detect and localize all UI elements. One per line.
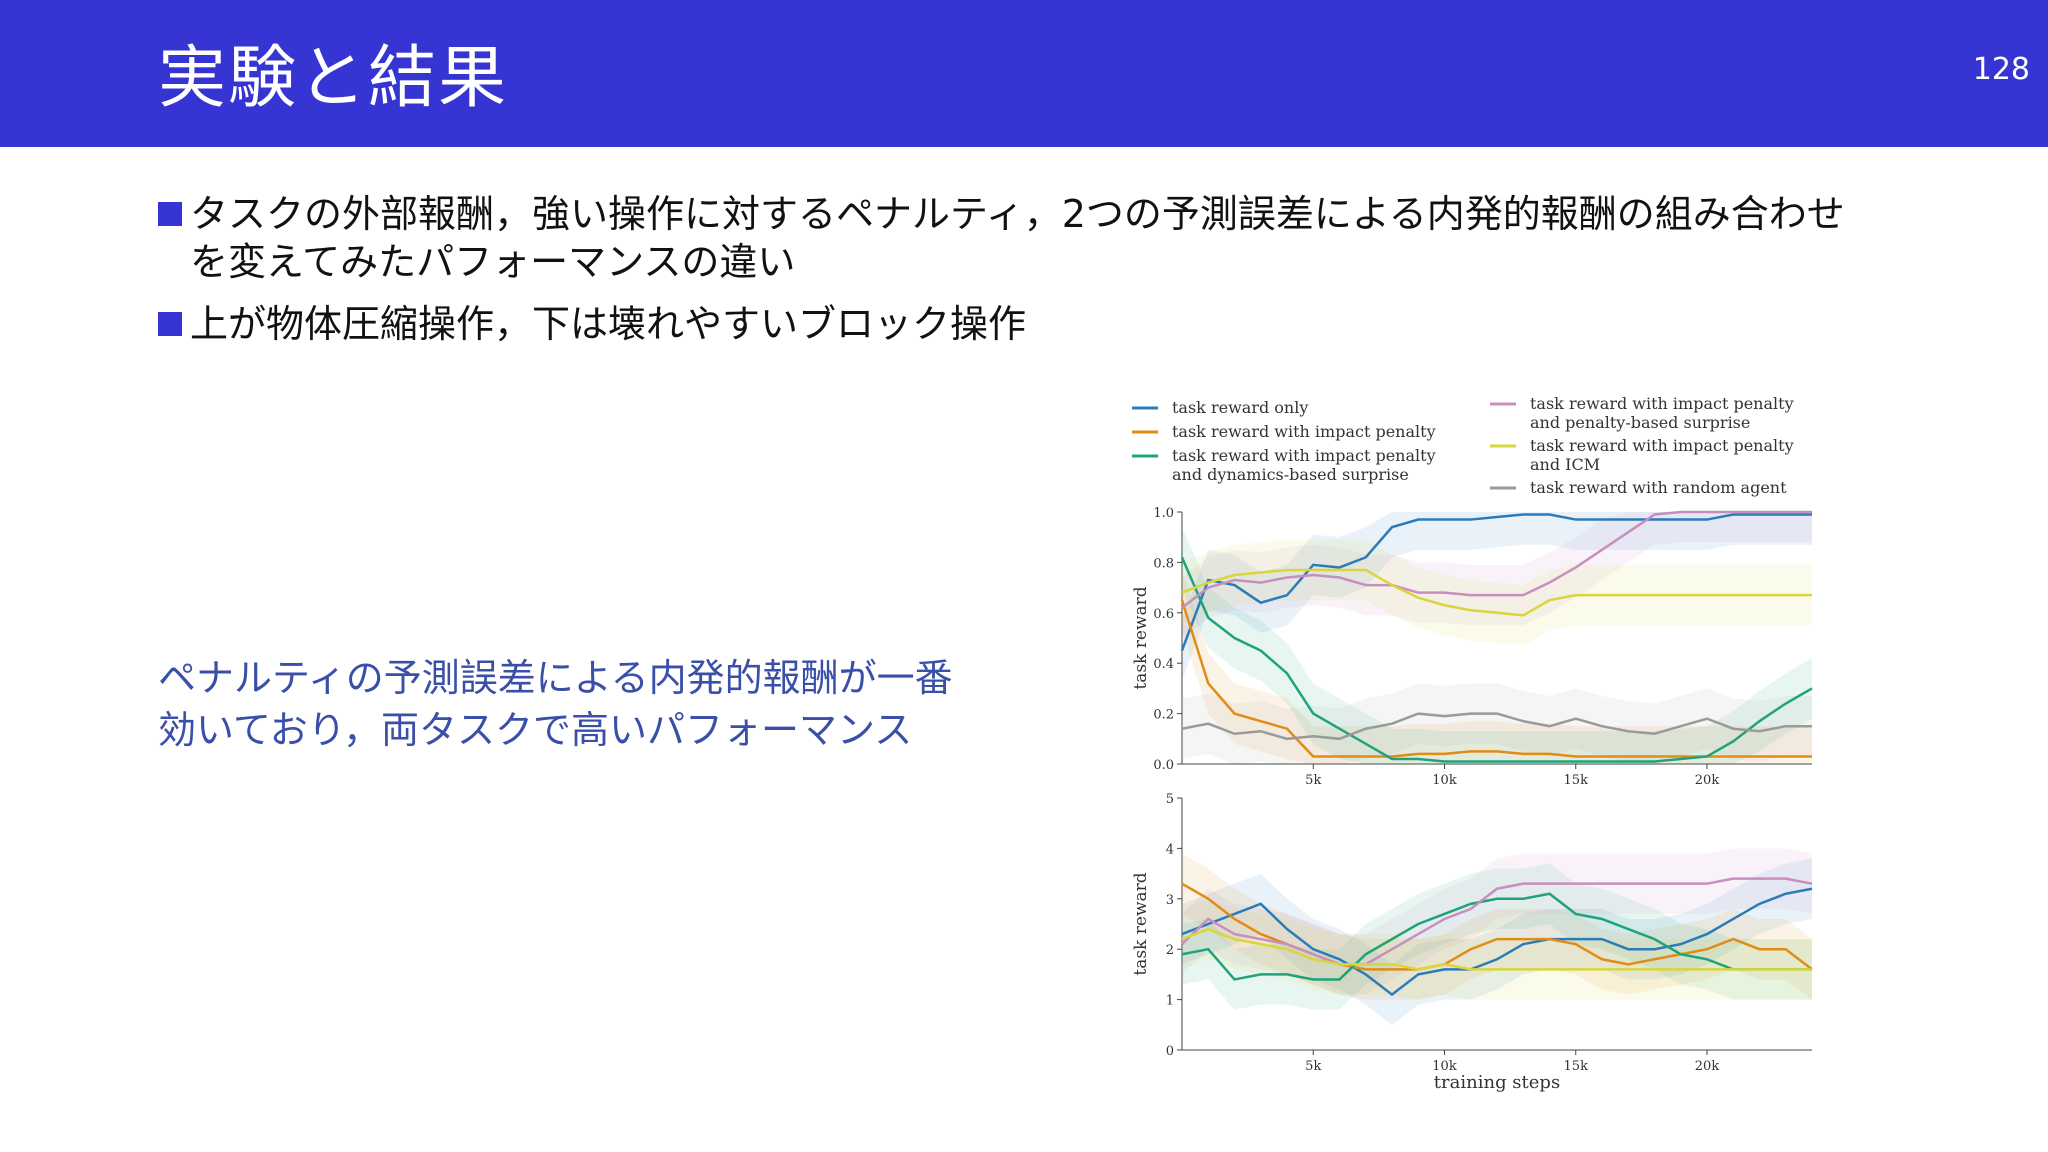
page-number: 128 bbox=[1972, 52, 2030, 87]
y-axis-label: task reward bbox=[1131, 586, 1151, 689]
y-tick-label: 0.8 bbox=[1153, 556, 1174, 571]
legend-label: task reward with impact penalty bbox=[1530, 436, 1794, 455]
slide-title: 実験と結果 bbox=[158, 39, 509, 118]
series-line bbox=[1181, 877, 1813, 966]
y-tick-label: 0 bbox=[1166, 1044, 1174, 1059]
x-tick-label: 10k bbox=[1432, 1059, 1457, 1074]
series-line bbox=[1181, 510, 1812, 609]
y-tick-label: 0.6 bbox=[1153, 607, 1174, 622]
x-tick-label: 15k bbox=[1564, 773, 1589, 788]
y-tick-label: 1 bbox=[1166, 994, 1174, 1009]
square-bullet-icon bbox=[158, 312, 182, 336]
x-tick-label: 15k bbox=[1564, 1059, 1589, 1074]
bullet-item: タスクの外部報酬，強い操作に対するペナルティ，2つの予測誤差による内発的報酬の組… bbox=[158, 190, 1858, 286]
x-tick-label: 20k bbox=[1695, 1059, 1720, 1074]
x-tick-label: 5k bbox=[1305, 1059, 1321, 1074]
series-band bbox=[1182, 898, 1812, 1000]
note-line: 効いており，両タスクで高いパフォーマンス bbox=[158, 708, 913, 752]
series-line bbox=[1180, 513, 1812, 652]
slide-header: 実験と結果 128 bbox=[0, 0, 2048, 147]
series-band bbox=[1182, 858, 1812, 1025]
bullet-text: 上が物体圧縮操作，下は壊れやすいブロック操作 bbox=[190, 302, 1027, 346]
legend-label: task reward with impact penalty bbox=[1530, 394, 1794, 413]
bullet-text: タスクの外部報酬，強い操作に対するペナルティ，2つの予測誤差による内発的報酬の組… bbox=[190, 192, 1845, 284]
series-line bbox=[1181, 568, 1812, 617]
bullet-item: 上が物体圧縮操作，下は壊れやすいブロック操作 bbox=[158, 300, 1858, 348]
y-tick-label: 5 bbox=[1166, 792, 1174, 807]
note-line: ペナルティの予測誤差による内発的報酬が一番 bbox=[158, 656, 953, 700]
series-line bbox=[1181, 712, 1812, 741]
series-line bbox=[1181, 887, 1813, 997]
conclusion-note: ペナルティの予測誤差による内発的報酬が一番 効いており，両タスクで高いパフォーマ… bbox=[158, 652, 1098, 756]
series-band bbox=[1182, 539, 1812, 646]
series-band bbox=[1182, 569, 1812, 764]
square-bullet-icon bbox=[158, 202, 182, 226]
legend-label: task reward with impact penalty bbox=[1172, 446, 1436, 465]
legend-label: and penalty-based surprise bbox=[1530, 413, 1750, 432]
legend-label: and dynamics-based surprise bbox=[1172, 465, 1409, 484]
series-line bbox=[1181, 892, 1812, 981]
series-band bbox=[1182, 512, 1812, 681]
y-tick-label: 4 bbox=[1166, 842, 1174, 857]
y-tick-label: 0.2 bbox=[1153, 708, 1174, 723]
x-axis-label: training steps bbox=[1434, 1072, 1560, 1093]
x-tick-label: 10k bbox=[1432, 773, 1457, 788]
y-tick-label: 3 bbox=[1166, 893, 1174, 908]
reward-charts: task reward only task reward with impact … bbox=[1131, 394, 1813, 1093]
x-tick-label: 20k bbox=[1695, 773, 1720, 788]
series-band bbox=[1182, 512, 1812, 638]
legend-label: task reward with impact penalty bbox=[1172, 422, 1436, 441]
y-tick-label: 1.0 bbox=[1153, 506, 1174, 521]
y-tick-label: 2 bbox=[1166, 943, 1174, 958]
series-line bbox=[1180, 556, 1813, 763]
y-tick-label: 0.0 bbox=[1153, 758, 1174, 773]
series-band bbox=[1182, 683, 1812, 764]
series-band bbox=[1182, 527, 1812, 764]
y-axis-label: task reward bbox=[1131, 872, 1151, 975]
series-line bbox=[1181, 927, 1812, 971]
legend-label: task reward only bbox=[1172, 398, 1308, 417]
bullet-list: タスクの外部報酬，強い操作に対するペナルティ，2つの予測誤差による内発的報酬の組… bbox=[158, 190, 1858, 362]
y-tick-label: 0.4 bbox=[1153, 657, 1174, 672]
x-tick-label: 5k bbox=[1305, 773, 1321, 788]
legend-label: and ICM bbox=[1530, 455, 1600, 474]
legend-label: task reward with random agent bbox=[1530, 478, 1787, 497]
series-band bbox=[1182, 863, 1812, 1010]
